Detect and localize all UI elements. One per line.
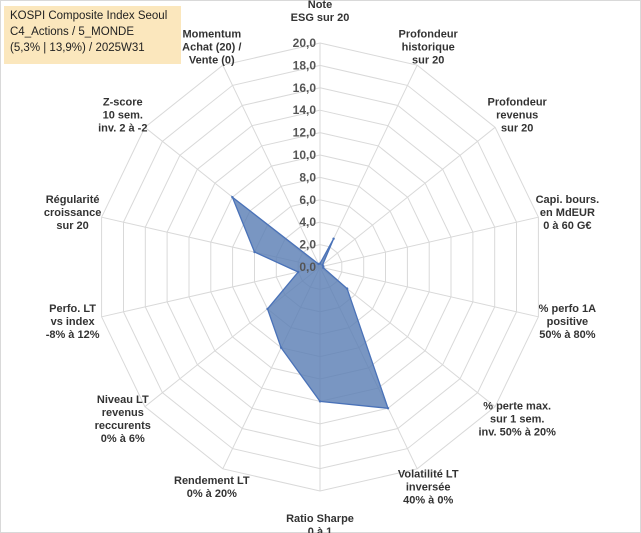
tick-label: 6,0 xyxy=(299,193,316,207)
data-point xyxy=(266,307,269,311)
axis-label: Note ESG sur 20 xyxy=(291,0,350,24)
data-point xyxy=(279,346,283,349)
tick-label: 12,0 xyxy=(293,126,317,140)
tick-label: 2,0 xyxy=(299,238,316,252)
title-line-3: (5,3% | 13,9%) / 2025W31 xyxy=(10,42,145,54)
data-point xyxy=(297,270,300,274)
tick-label: 10,0 xyxy=(293,148,317,162)
data-point xyxy=(322,266,325,269)
axis-label: Capi. bours. en MdEUR 0 à 60 G€ xyxy=(536,194,600,232)
title-line-2: C4_Actions / 5_MONDE xyxy=(10,26,134,38)
data-point xyxy=(318,400,322,403)
axis-spoke xyxy=(319,216,539,268)
tick-label: 0,0 xyxy=(299,260,316,274)
axis-spoke xyxy=(222,64,321,268)
axis-label: % perte max. sur 1 sem. inv. 50% à 20% xyxy=(478,401,556,439)
data-point xyxy=(386,407,390,410)
data-point xyxy=(253,250,256,254)
chart-title-box: KOSPI Composite Index Seoul C4_Actions /… xyxy=(4,6,181,64)
axis-label: Ratio Sharpe 0 à 1 xyxy=(286,513,354,533)
title-line-1: KOSPI Composite Index Seoul xyxy=(10,10,168,22)
axis-spoke xyxy=(319,266,539,318)
axis-label: Profondeur historique sur 20 xyxy=(399,29,459,67)
axis-label: Volatilité LT inversée 40% à 0% xyxy=(398,468,459,506)
axis-label: Profondeur revenus sur 20 xyxy=(488,96,548,134)
axis-label: Régularité croissance sur 20 xyxy=(44,194,101,232)
axis-labels: Note ESG sur 20 Profondeur historique sur 20… xyxy=(44,0,599,533)
data-point xyxy=(332,237,335,240)
axis-spoke xyxy=(101,266,321,318)
tick-label: 14,0 xyxy=(293,103,317,117)
tick-label: 16,0 xyxy=(293,81,317,95)
data-point xyxy=(231,196,234,199)
data-point xyxy=(317,262,320,266)
axis-label: Niveau LT revenus reccurents 0% à 6% xyxy=(95,394,151,445)
axis-label: Momentum Achat (20) / Vente (0) xyxy=(182,29,241,67)
axis-label: Perfo. LT vs index -8% à 12% xyxy=(46,303,100,341)
radial-tick-labels: 0,0 2,0 4,0 6,0 8,0 10,0 12,0 14,0 16,0 18,0 20,0 xyxy=(293,36,317,274)
radar-series-layer xyxy=(230,195,390,410)
axis-spoke xyxy=(319,126,496,268)
axis-label: Z-score 10 sem. inv. 2 à -2 xyxy=(98,96,147,134)
tick-label: 18,0 xyxy=(293,58,317,72)
axis-label: Rendement LT 0% à 20% xyxy=(174,475,250,500)
axis-label: % perfo 1A positive 50% à 80% xyxy=(539,303,597,341)
data-point xyxy=(345,287,349,290)
tick-label: 4,0 xyxy=(299,215,316,229)
tick-label: 20,0 xyxy=(293,36,317,50)
axis-spoke xyxy=(319,266,496,408)
tick-label: 8,0 xyxy=(299,170,316,184)
axis-spoke xyxy=(319,64,418,268)
